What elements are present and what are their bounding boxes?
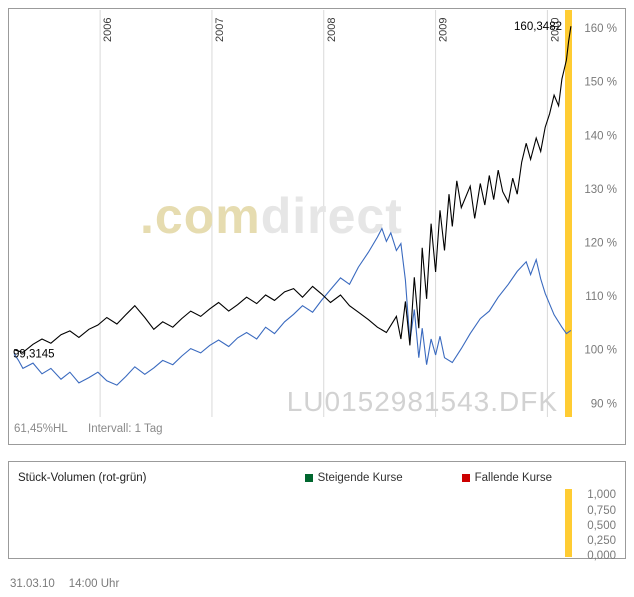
volume-axis-label: 0,000 xyxy=(587,550,616,562)
legend-rising-label: Steigende Kurse xyxy=(317,472,403,484)
price-chart-panel xyxy=(8,8,626,445)
legend-falling: Fallende Kurse xyxy=(461,472,552,484)
footer-date: 31.03.10 xyxy=(10,578,55,590)
volume-axis-label: 0,250 xyxy=(587,535,616,547)
current-period-highlight xyxy=(565,489,572,557)
volume-panel: Stück-Volumen (rot-grün) Steigende Kurse… xyxy=(8,461,626,562)
legend-falling-label: Fallende Kurse xyxy=(474,472,552,484)
volume-axis-label: 0,500 xyxy=(587,520,616,532)
rising-kurse-swatch xyxy=(304,474,313,482)
volume-label: Stück-Volumen (rot-grün) xyxy=(18,472,147,484)
footer-time: 14:00 Uhr xyxy=(68,578,120,590)
volume-axis-label: 1,000 xyxy=(587,489,616,501)
legend-rising: Steigende Kurse xyxy=(304,472,403,484)
falling-kurse-swatch xyxy=(461,474,470,482)
volume-axis-label: 0,750 xyxy=(587,505,616,517)
timestamp-footer: 31.03.10 14:00 Uhr xyxy=(10,578,133,590)
volume-header: Stück-Volumen (rot-grün) Steigende Kurse… xyxy=(10,463,624,484)
